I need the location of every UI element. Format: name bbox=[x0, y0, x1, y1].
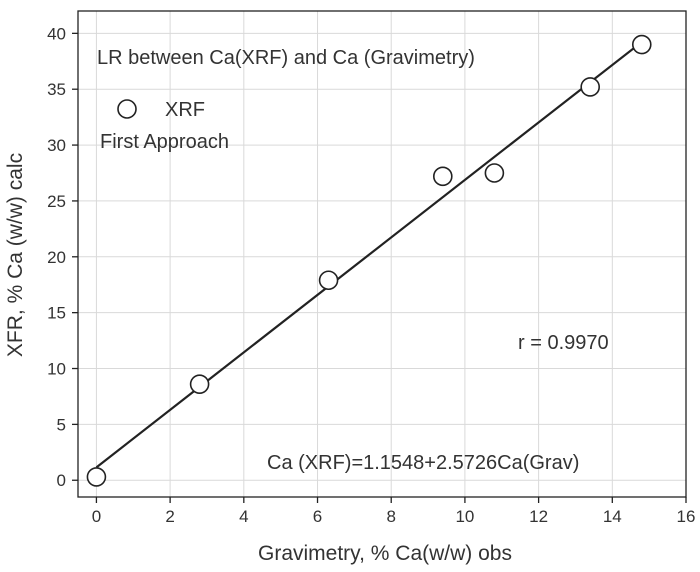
grid-lines bbox=[78, 11, 687, 497]
y-tick-label: 10 bbox=[47, 360, 66, 379]
legend-subtitle: First Approach bbox=[100, 131, 229, 153]
x-tick-labels: 0 2 4 6 8 10 12 14 16 bbox=[92, 507, 696, 526]
y-tick-label: 0 bbox=[57, 471, 66, 490]
legend: XRF First Approach bbox=[100, 99, 229, 153]
data-point bbox=[580, 77, 600, 97]
y-tick-label: 15 bbox=[47, 304, 66, 323]
regression-line bbox=[95, 41, 643, 469]
y-axis-label: XFR, % Ca (w/w) calc bbox=[4, 153, 27, 357]
x-tick-label: 8 bbox=[386, 507, 395, 526]
correlation-annotation: r = 0.9970 bbox=[518, 332, 609, 354]
data-point bbox=[86, 467, 107, 487]
x-tick-label: 12 bbox=[529, 507, 548, 526]
legend-marker-icon bbox=[117, 99, 137, 119]
y-tick-labels: 0 5 10 15 20 25 30 35 40 bbox=[47, 24, 66, 490]
x-tick-label: 6 bbox=[313, 507, 322, 526]
data-point bbox=[318, 270, 339, 291]
data-point bbox=[631, 34, 652, 55]
legend-entry-xrf: XRF bbox=[165, 99, 205, 121]
y-tick-label: 5 bbox=[57, 415, 66, 434]
data-point bbox=[432, 166, 453, 187]
chart-title: LR between Ca(XRF) and Ca (Gravimetry) bbox=[97, 47, 475, 69]
x-tick-label: 2 bbox=[165, 507, 174, 526]
data-point bbox=[189, 374, 210, 394]
x-axis-label: Gravimetry, % Ca(w/w) obs bbox=[258, 542, 512, 565]
x-tick-label: 10 bbox=[455, 507, 474, 526]
data-points bbox=[86, 34, 652, 487]
y-tick-label: 25 bbox=[47, 192, 66, 211]
y-tick-label: 30 bbox=[47, 136, 66, 155]
y-tick-label: 40 bbox=[47, 24, 66, 43]
plot-frame bbox=[77, 10, 687, 498]
x-tick-label: 0 bbox=[92, 507, 101, 526]
x-tick-label: 4 bbox=[239, 507, 248, 526]
x-tick-label: 16 bbox=[677, 507, 696, 526]
data-point bbox=[484, 163, 505, 183]
axis-ticks bbox=[72, 32, 687, 503]
regression-equation: Ca (XRF)=1.1548+2.5726Ca(Grav) bbox=[267, 452, 579, 474]
y-tick-label: 35 bbox=[47, 80, 66, 99]
x-tick-label: 14 bbox=[603, 507, 622, 526]
y-tick-label: 20 bbox=[47, 248, 66, 267]
regression-line-group bbox=[95, 41, 643, 469]
